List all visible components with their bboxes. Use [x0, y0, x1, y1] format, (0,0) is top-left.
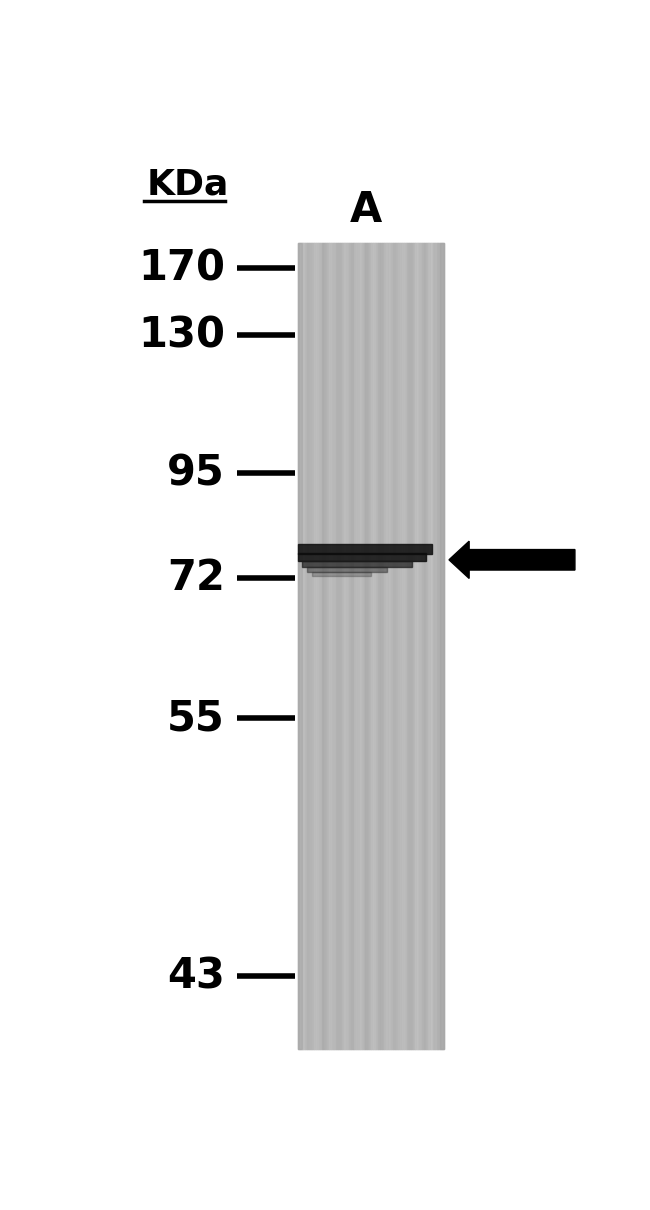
Bar — [437, 243, 439, 1049]
Bar — [345, 243, 347, 1049]
FancyArrow shape — [449, 541, 575, 578]
Bar — [384, 243, 385, 1049]
Bar — [424, 243, 426, 1049]
Bar — [428, 243, 430, 1049]
Bar — [331, 243, 333, 1049]
Bar — [315, 243, 316, 1049]
Bar — [396, 243, 398, 1049]
Bar — [365, 243, 367, 1049]
Bar — [353, 243, 354, 1049]
Bar — [439, 243, 440, 1049]
Bar — [404, 243, 406, 1049]
Bar — [387, 243, 389, 1049]
Bar — [426, 243, 428, 1049]
Text: 95: 95 — [167, 453, 225, 494]
Bar — [298, 243, 300, 1049]
Bar — [363, 243, 365, 1049]
Bar — [442, 243, 444, 1049]
Bar — [393, 243, 395, 1049]
Bar — [320, 243, 322, 1049]
Bar — [351, 243, 353, 1049]
Bar — [395, 243, 396, 1049]
Bar — [402, 243, 404, 1049]
Bar — [360, 243, 362, 1049]
Bar — [382, 243, 383, 1049]
Bar — [322, 243, 324, 1049]
Text: 130: 130 — [138, 315, 225, 356]
Bar — [406, 243, 408, 1049]
Bar — [367, 243, 369, 1049]
Bar — [325, 243, 327, 1049]
Bar — [385, 243, 387, 1049]
Bar — [378, 243, 380, 1049]
Bar — [313, 571, 371, 576]
Bar — [336, 243, 338, 1049]
Bar — [307, 567, 387, 572]
Bar — [309, 243, 311, 1049]
Bar — [356, 243, 358, 1049]
Bar — [410, 243, 411, 1049]
Bar — [400, 243, 402, 1049]
Text: 43: 43 — [167, 955, 225, 997]
Bar — [439, 243, 444, 1049]
Bar — [374, 243, 376, 1049]
Bar — [318, 243, 320, 1049]
Bar — [433, 243, 435, 1049]
Bar — [440, 243, 442, 1049]
Text: KDa: KDa — [147, 167, 229, 201]
Bar — [302, 560, 412, 567]
Bar — [358, 243, 360, 1049]
Bar — [327, 243, 329, 1049]
Bar — [329, 243, 331, 1049]
Bar — [311, 243, 313, 1049]
Bar — [411, 243, 413, 1049]
Bar — [298, 543, 432, 553]
Bar — [391, 243, 393, 1049]
Bar — [349, 243, 351, 1049]
Bar — [298, 243, 444, 1049]
Bar — [362, 243, 363, 1049]
Bar — [313, 243, 315, 1049]
Bar — [304, 243, 305, 1049]
Bar — [338, 243, 340, 1049]
Bar — [307, 243, 309, 1049]
Bar — [380, 243, 382, 1049]
Bar — [422, 243, 424, 1049]
Bar — [430, 243, 431, 1049]
Text: 170: 170 — [138, 247, 225, 289]
Bar — [354, 243, 356, 1049]
Bar — [398, 243, 400, 1049]
Bar — [324, 243, 325, 1049]
Bar — [343, 243, 345, 1049]
Bar — [413, 243, 415, 1049]
Bar — [415, 243, 417, 1049]
Bar — [298, 243, 302, 1049]
Bar — [302, 243, 304, 1049]
Bar — [300, 243, 302, 1049]
Bar — [371, 243, 372, 1049]
Bar — [431, 243, 433, 1049]
Bar — [316, 243, 318, 1049]
Bar — [333, 243, 334, 1049]
Bar — [369, 243, 371, 1049]
Bar — [298, 553, 426, 561]
Bar — [420, 243, 422, 1049]
Bar — [417, 243, 419, 1049]
Bar — [305, 243, 307, 1049]
Bar — [435, 243, 437, 1049]
Bar — [419, 243, 420, 1049]
Text: 55: 55 — [167, 697, 225, 739]
Bar — [376, 243, 378, 1049]
Bar — [389, 243, 391, 1049]
Bar — [342, 243, 343, 1049]
Bar — [347, 243, 349, 1049]
Bar — [408, 243, 410, 1049]
Text: 72: 72 — [167, 558, 225, 599]
Bar — [340, 243, 342, 1049]
Bar — [372, 243, 374, 1049]
Text: A: A — [350, 190, 382, 231]
Bar — [334, 243, 336, 1049]
